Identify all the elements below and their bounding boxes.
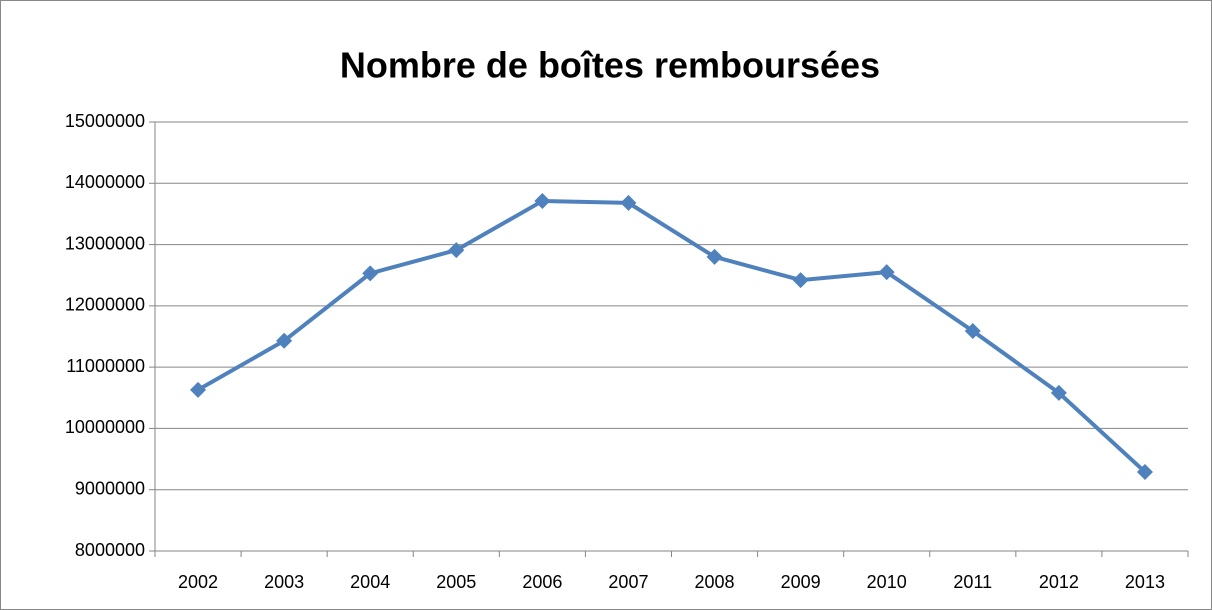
- x-tick-label: 2011: [953, 572, 992, 592]
- marker: [792, 272, 809, 289]
- x-tick-label: 2003: [264, 572, 304, 592]
- marker: [1050, 384, 1067, 401]
- x-tick-label: 2008: [695, 572, 735, 592]
- x-tick-label: 2004: [350, 572, 390, 592]
- marker: [190, 381, 207, 398]
- marker: [706, 248, 723, 265]
- y-tick-label: 13000000: [65, 233, 145, 253]
- x-tick-label: 2012: [1039, 572, 1079, 592]
- marker: [1136, 463, 1153, 480]
- y-tick-label: 12000000: [65, 295, 145, 315]
- marker: [448, 242, 465, 259]
- x-tick-label: 2005: [436, 572, 476, 592]
- marker: [276, 332, 293, 349]
- x-tick-label: 2013: [1125, 572, 1165, 592]
- chart-title: Nombre de boîtes remboursées: [340, 45, 880, 86]
- y-tick-label: 8000000: [75, 540, 145, 560]
- marker: [534, 193, 551, 210]
- x-tick-label: 2006: [522, 572, 562, 592]
- marker: [964, 322, 981, 339]
- x-tick-label: 2009: [781, 572, 821, 592]
- y-tick-label: 14000000: [65, 172, 145, 192]
- x-tick-label: 2002: [178, 572, 218, 592]
- marker: [620, 194, 637, 211]
- line-series: [197, 199, 1147, 474]
- y-tick-label: 10000000: [65, 417, 145, 437]
- x-tick-label: 2007: [608, 572, 648, 592]
- marker: [362, 265, 379, 282]
- y-tick-label: 9000000: [75, 478, 145, 498]
- marker: [878, 264, 895, 281]
- y-tick-label: 11000000: [66, 356, 145, 376]
- y-tick-label: 15000000: [65, 111, 145, 131]
- x-tick-label: 2010: [867, 572, 907, 592]
